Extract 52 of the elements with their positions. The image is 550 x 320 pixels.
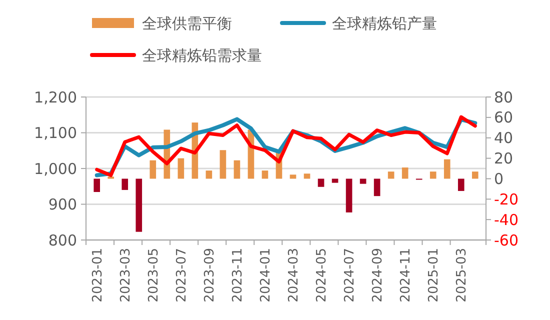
y2-tick-label: -40 bbox=[494, 210, 518, 229]
bar bbox=[122, 178, 128, 190]
bar bbox=[206, 170, 212, 179]
x-tick-label: 2024-01 bbox=[258, 248, 274, 302]
x-tick-label: 2024-07 bbox=[342, 248, 358, 302]
x-tick-label: 2025-01 bbox=[426, 248, 442, 302]
bar bbox=[332, 178, 338, 183]
bar bbox=[472, 172, 478, 179]
bar bbox=[262, 170, 268, 179]
bar bbox=[220, 150, 226, 179]
x-tick-label: 2024-05 bbox=[314, 248, 330, 302]
y-tick-label: 1,100 bbox=[34, 124, 77, 142]
bar bbox=[402, 167, 408, 179]
bar bbox=[458, 178, 464, 191]
bar bbox=[178, 158, 184, 179]
x-tick-label: 2024-03 bbox=[286, 248, 302, 302]
y2-tick-label: 20 bbox=[494, 150, 514, 168]
legend-label: 全球精炼铅产量 bbox=[332, 14, 437, 32]
y-tick-label: 800 bbox=[48, 231, 77, 250]
y2-tick-label: 0 bbox=[494, 170, 504, 188]
x-tick-label: 2023-05 bbox=[146, 248, 162, 302]
bar bbox=[318, 178, 324, 187]
x-tick-label: 2023-07 bbox=[174, 248, 190, 302]
bar bbox=[234, 160, 240, 179]
x-tick-label: 2023-11 bbox=[230, 248, 246, 302]
bar bbox=[150, 160, 156, 179]
bar bbox=[388, 172, 394, 179]
bar bbox=[304, 174, 310, 179]
bar bbox=[94, 178, 100, 192]
x-tick-label: 2023-01 bbox=[90, 248, 106, 302]
x-tick-label: 2023-03 bbox=[118, 248, 134, 302]
bar bbox=[346, 178, 352, 212]
x-tick-label: 2023-09 bbox=[202, 248, 218, 302]
y-tick-label: 900 bbox=[48, 196, 77, 214]
y-tick-label: 1,200 bbox=[34, 88, 77, 106]
bar bbox=[374, 178, 380, 196]
bar bbox=[430, 172, 436, 179]
x-tick-label: 2025-03 bbox=[454, 248, 470, 302]
y2-tick-label: 80 bbox=[494, 88, 514, 106]
y2-tick-label: -20 bbox=[494, 190, 518, 208]
y-tick-label: 1,000 bbox=[34, 160, 77, 178]
y2-tick-label: 60 bbox=[494, 108, 514, 127]
x-tick-label: 2024-09 bbox=[370, 248, 386, 302]
bar bbox=[136, 178, 142, 232]
bar bbox=[444, 159, 450, 179]
bar bbox=[290, 174, 296, 179]
y2-tick-label: 40 bbox=[494, 129, 514, 148]
x-tick-label: 2024-11 bbox=[398, 248, 414, 302]
bar bbox=[360, 178, 366, 184]
legend-label: 全球供需平衡 bbox=[142, 14, 232, 32]
legend-label: 全球精炼铅需求量 bbox=[142, 46, 262, 64]
y2-tick-label: -60 bbox=[494, 231, 518, 250]
